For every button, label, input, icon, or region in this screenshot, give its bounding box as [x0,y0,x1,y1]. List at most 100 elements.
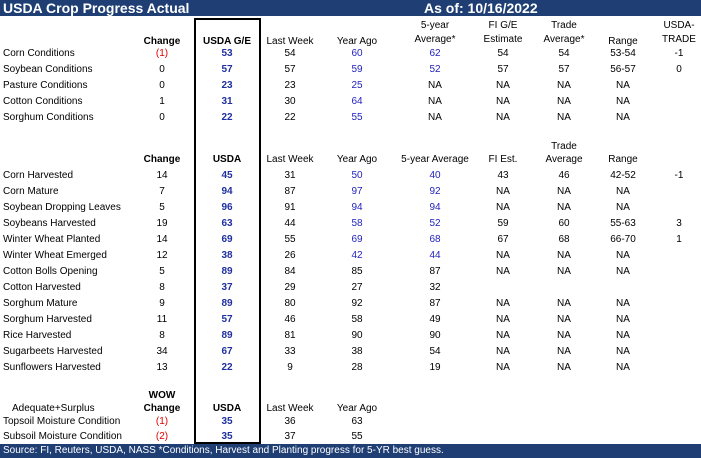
trade-average-cell: NA [557,266,571,277]
trade-average-cell: 46 [558,170,570,181]
trade-average-cell: NA [557,202,571,213]
last-week-cell: 36 [284,416,296,427]
range-cell: 55-63 [610,218,636,229]
change-cell: 13 [156,362,168,373]
last-week-cell: 81 [284,330,296,341]
last-week-cell: 37 [284,431,296,442]
row-label: Pasture Conditions [3,80,88,91]
prog-trade-header-1: Trade [551,141,577,152]
year-ago-cell: 69 [351,234,363,245]
last-week-cell: 55 [284,234,296,245]
moist-wow-header: WOW [148,390,176,401]
usda-cell: 22 [221,112,233,123]
trade-average-cell: 68 [558,234,570,245]
five-year-avg-cell: 52 [429,64,441,75]
range-cell: 53-54 [610,48,636,59]
five-year-avg-cell: 62 [429,48,441,59]
year-ago-cell: 64 [351,96,363,107]
trade-average-cell: NA [557,112,571,123]
row-label: Cotton Conditions [3,96,83,107]
change-cell: 9 [159,298,165,309]
usda-trade-cell: -1 [674,48,684,59]
year-ago-cell: 94 [351,202,363,213]
last-week-cell: 30 [284,96,296,107]
moist-change-header: Change [143,403,181,414]
change-cell: 8 [159,330,165,341]
last-week-cell: 84 [284,266,296,277]
usda-cell: 89 [221,298,233,309]
five-year-avg-cell: NA [428,80,442,91]
trade-average-cell: NA [557,314,571,325]
cond-avg-header-2: Average* [414,34,456,45]
prog-fi-header: FI Est. [488,154,518,165]
year-ago-cell: 27 [351,282,363,293]
row-label: Rice Harvested [3,330,72,341]
change-cell: 1 [159,96,165,107]
moist-section-label: Adequate+Surplus [12,403,95,414]
trade-average-cell: NA [557,96,571,107]
last-week-cell: 23 [284,80,296,91]
prog-usda-header: USDA [212,154,242,165]
cond-trade-header-2: Average* [543,34,585,45]
moist-yearago-header: Year Ago [336,403,378,414]
fi-estimate-cell: 59 [497,218,509,229]
trade-average-cell: NA [557,330,571,341]
range-cell: 66-70 [610,234,636,245]
five-year-avg-cell: 40 [429,170,441,181]
year-ago-cell: 55 [351,431,363,442]
fi-estimate-cell: 54 [497,48,509,59]
row-label: Winter Wheat Emerged [3,250,107,261]
fi-estimate-cell: 67 [497,234,509,245]
year-ago-cell: 90 [351,330,363,341]
change-cell: 5 [159,266,165,277]
range-cell: NA [616,250,630,261]
prog-yearago-header: Year Ago [336,154,378,165]
page-title: USDA Crop Progress Actual [3,0,190,16]
prog-avg-header: 5-year Average [401,154,469,165]
year-ago-cell: 50 [351,170,363,181]
usda-cell: 57 [221,64,233,75]
change-cell: 0 [159,112,165,123]
change-cell: 19 [156,218,168,229]
last-week-cell: 46 [284,314,296,325]
range-cell: 56-57 [610,64,636,75]
five-year-avg-cell: 54 [429,346,441,357]
range-cell: NA [616,362,630,373]
year-ago-cell: 59 [351,64,363,75]
change-cell: 14 [156,170,168,181]
fi-estimate-cell: NA [496,314,510,325]
last-week-cell: 57 [284,64,296,75]
cond-usda-trade-header-1: USDA- [663,20,695,31]
usda-cell: 94 [221,186,233,197]
last-week-cell: 54 [284,48,296,59]
last-week-cell: 26 [284,250,296,261]
change-cell: (2) [155,431,169,442]
trade-average-cell: NA [557,362,571,373]
range-cell: NA [616,96,630,107]
last-week-cell: 33 [284,346,296,357]
moist-lastweek-header: Last Week [266,403,314,414]
five-year-avg-cell: 90 [429,330,441,341]
change-cell: 7 [159,186,165,197]
moist-usda-header: USDA [212,403,242,414]
fi-estimate-cell: NA [496,186,510,197]
usda-cell: 89 [221,266,233,277]
fi-estimate-cell: NA [496,362,510,373]
range-cell: NA [616,80,630,91]
year-ago-cell: 42 [351,250,363,261]
trade-average-cell: NA [557,186,571,197]
five-year-avg-cell: 68 [429,234,441,245]
fi-estimate-cell: 57 [497,64,509,75]
trade-average-cell: 57 [558,64,570,75]
fi-estimate-cell: NA [496,96,510,107]
five-year-avg-cell: 87 [429,298,441,309]
five-year-avg-cell: 44 [429,250,441,261]
row-label: Subsoil Moisture Condition [3,431,122,442]
usda-cell: 57 [221,314,233,325]
range-cell: NA [616,186,630,197]
row-label: Cotton Harvested [3,282,81,293]
fi-estimate-cell: NA [496,250,510,261]
usda-cell: 67 [221,346,233,357]
usda-cell: 22 [221,362,233,373]
five-year-avg-cell: 94 [429,202,441,213]
